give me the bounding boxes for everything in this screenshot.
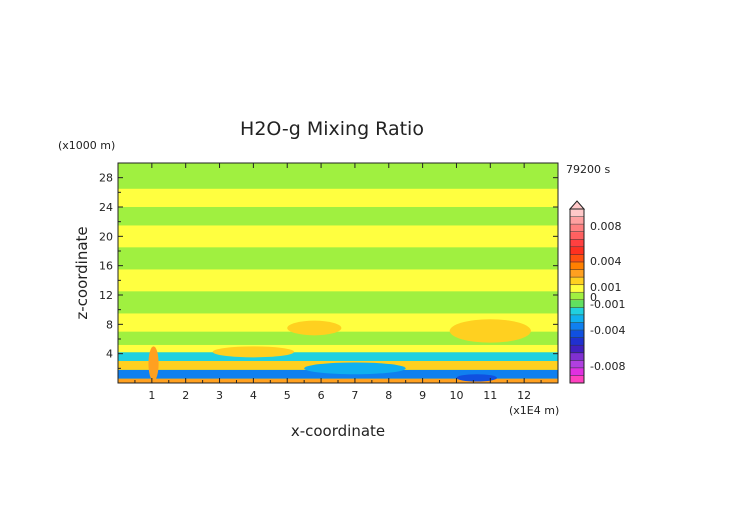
x-axis-label: x-coordinate — [291, 422, 385, 440]
colorbar-swatch — [570, 337, 584, 346]
colorbar-swatch — [570, 277, 584, 286]
colorbar-swatch — [570, 246, 584, 255]
heatmap-feature — [456, 374, 498, 382]
x-tick-label: 10 — [449, 389, 463, 402]
y-tick-label: 28 — [99, 172, 113, 185]
colorbar-swatch — [570, 284, 584, 293]
colorbar-swatch — [570, 261, 584, 271]
y-tick-label: 20 — [99, 230, 113, 243]
heatmap-band — [118, 331, 558, 345]
colorbar-swatch — [570, 307, 584, 316]
colorbar-swatch — [570, 209, 584, 218]
x-tick-label: 2 — [182, 389, 189, 402]
y-axis-label: z-coordinate — [73, 226, 91, 319]
colorbar-label: 0.008 — [590, 220, 622, 233]
colorbar-swatch — [570, 292, 584, 301]
colorbar-label: 0.001 — [590, 281, 622, 294]
colorbar-swatch — [570, 269, 584, 278]
x-tick-label: 4 — [250, 389, 257, 402]
x-tick-label: 9 — [419, 389, 426, 402]
x-tick-label: 8 — [385, 389, 392, 402]
heatmap-band — [118, 352, 558, 361]
heatmap-band — [118, 163, 558, 189]
heatmap-feature — [148, 346, 159, 381]
colorbar-label: 0.004 — [590, 255, 622, 268]
x-tick-label: 6 — [318, 389, 325, 402]
heatmap-band — [118, 207, 558, 226]
colorbar-swatch — [570, 231, 584, 240]
y-tick-label: 16 — [99, 260, 113, 273]
colorbar-label: 0 — [590, 291, 597, 304]
colorbar-label: -0.001 — [590, 298, 625, 311]
colorbar-swatch — [570, 239, 584, 248]
colorbar-swatch — [570, 299, 584, 308]
colorbar-swatch — [570, 367, 584, 376]
colorbar-swatch — [570, 360, 584, 369]
x-tick-label: 12 — [517, 389, 531, 402]
chart-title: H2O-g Mixing Ratio — [240, 118, 424, 140]
colorbar-swatch — [570, 330, 584, 339]
colorbar-swatch — [570, 314, 584, 323]
colorbar-swatch — [570, 224, 584, 233]
heatmap-band — [118, 291, 558, 314]
y-axis: 4 8 12 16 20 24 28 — [99, 172, 558, 369]
x-axis: 1 2 3 4 5 6 7 8 9 10 11 12 — [134, 163, 542, 402]
colorbar-swatch — [570, 352, 584, 361]
colorbar-overflow-arrow — [568, 200, 586, 210]
x-unit-label: (x1E4 m) — [509, 404, 559, 417]
heatmap-band — [118, 225, 558, 248]
y-tick-label: 24 — [99, 201, 113, 214]
heatmap-band — [118, 344, 558, 353]
heatmap-feature — [449, 319, 531, 343]
colorbar-swatch — [570, 216, 584, 225]
time-label: 79200 s — [566, 163, 610, 176]
colorbar-swatch — [570, 375, 584, 384]
colorbar-swatch — [570, 254, 584, 263]
y-tick-label: 8 — [106, 318, 113, 331]
x-tick-label: 1 — [148, 389, 155, 402]
colorbar-label: -0.004 — [590, 324, 625, 337]
y-unit-label: (x1000 m) — [58, 139, 115, 152]
x-tick-label: 5 — [284, 389, 291, 402]
x-tick-label: 11 — [483, 389, 497, 402]
heatmap-band — [118, 247, 558, 270]
y-tick-label: 4 — [106, 348, 113, 361]
y-tick-label: 12 — [99, 289, 113, 302]
heatmap-band — [118, 313, 558, 332]
heatmap-band — [118, 269, 558, 292]
heatmap-band — [118, 188, 558, 207]
colorbar-swatch — [570, 345, 584, 354]
heatmap-feature — [212, 346, 294, 358]
x-tick-label: 3 — [216, 389, 223, 402]
heatmap-feature — [304, 362, 406, 375]
colorbar-label: -0.008 — [590, 360, 625, 373]
colorbar-swatch — [570, 322, 584, 331]
heatmap-area — [118, 163, 558, 383]
heatmap-feature — [287, 320, 342, 336]
colorbar-frame — [569, 208, 585, 384]
x-tick-label: 7 — [351, 389, 358, 402]
heatmap-band — [118, 369, 558, 379]
